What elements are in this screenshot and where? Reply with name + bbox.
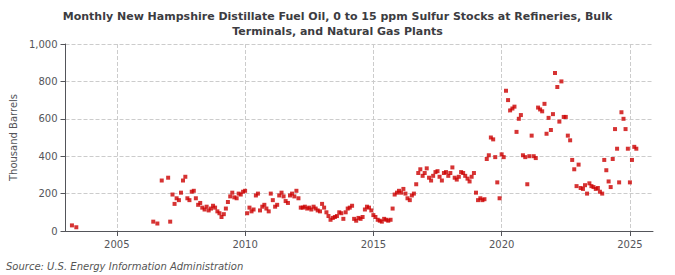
svg-text:1,000: 1,000: [29, 39, 58, 50]
svg-text:200: 200: [38, 188, 57, 199]
svg-text:2020: 2020: [489, 239, 514, 250]
svg-text:0: 0: [51, 226, 57, 237]
svg-text:2005: 2005: [104, 239, 129, 250]
svg-text:2010: 2010: [232, 239, 257, 250]
svg-text:Monthly New Hampshire Distilla: Monthly New Hampshire Distillate Fuel Oi…: [63, 10, 613, 23]
svg-text:400: 400: [38, 151, 57, 162]
svg-text:600: 600: [38, 113, 57, 124]
svg-text:2025: 2025: [617, 239, 642, 250]
svg-text:800: 800: [38, 76, 57, 87]
svg-text:Source: U.S. Energy Informatio: Source: U.S. Energy Information Administ…: [6, 261, 243, 272]
svg-text:Terminals, and Natural Gas Pla: Terminals, and Natural Gas Plants: [232, 25, 443, 38]
svg-text:Thousand Barrels: Thousand Barrels: [8, 94, 19, 182]
svg-text:2015: 2015: [361, 239, 386, 250]
